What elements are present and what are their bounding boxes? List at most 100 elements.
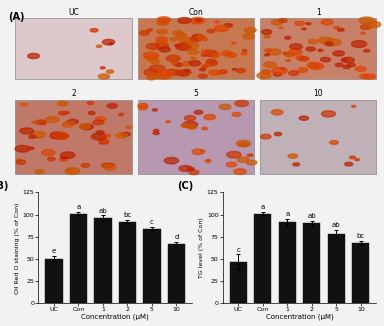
Circle shape — [361, 25, 371, 29]
Circle shape — [116, 133, 127, 138]
Text: d: d — [174, 234, 179, 240]
Circle shape — [29, 135, 36, 138]
Circle shape — [189, 61, 201, 66]
Circle shape — [146, 43, 160, 50]
Circle shape — [334, 26, 339, 29]
Text: a: a — [76, 204, 81, 210]
Circle shape — [204, 51, 217, 56]
Circle shape — [170, 37, 178, 41]
Text: 10: 10 — [313, 89, 323, 98]
Circle shape — [96, 131, 104, 134]
Circle shape — [188, 125, 197, 129]
Circle shape — [173, 31, 183, 35]
Bar — [15, 100, 132, 174]
Circle shape — [149, 65, 165, 72]
Circle shape — [234, 169, 246, 174]
Circle shape — [16, 159, 22, 161]
Circle shape — [285, 37, 291, 39]
Bar — [352, 243, 369, 303]
Circle shape — [348, 63, 355, 67]
Circle shape — [302, 28, 306, 30]
Circle shape — [188, 50, 199, 54]
Circle shape — [184, 115, 195, 121]
Text: c: c — [150, 219, 154, 225]
Circle shape — [166, 121, 170, 123]
Circle shape — [325, 42, 333, 46]
Circle shape — [62, 122, 74, 127]
Circle shape — [268, 49, 281, 55]
Circle shape — [361, 32, 366, 34]
Circle shape — [306, 47, 315, 51]
Circle shape — [261, 134, 271, 139]
Circle shape — [143, 52, 159, 59]
Circle shape — [150, 59, 159, 64]
Circle shape — [359, 17, 374, 24]
Circle shape — [263, 62, 276, 67]
Circle shape — [274, 132, 282, 136]
Circle shape — [218, 70, 227, 74]
Circle shape — [197, 35, 205, 39]
Circle shape — [60, 157, 68, 161]
Circle shape — [237, 157, 249, 162]
Circle shape — [161, 19, 169, 22]
X-axis label: Concentration (μM): Concentration (μM) — [81, 314, 149, 320]
Circle shape — [279, 27, 283, 29]
Circle shape — [119, 113, 124, 116]
Circle shape — [28, 53, 40, 59]
Circle shape — [286, 60, 290, 62]
Circle shape — [343, 65, 351, 68]
Circle shape — [352, 105, 356, 107]
Text: ab: ab — [308, 213, 316, 219]
Circle shape — [66, 169, 74, 172]
Circle shape — [272, 67, 287, 74]
Circle shape — [262, 30, 272, 34]
Circle shape — [54, 133, 69, 139]
Bar — [168, 244, 185, 303]
Circle shape — [164, 157, 179, 164]
Circle shape — [50, 132, 65, 139]
Circle shape — [184, 69, 190, 72]
Circle shape — [301, 58, 307, 61]
Circle shape — [31, 131, 46, 138]
Circle shape — [205, 160, 211, 162]
Bar — [279, 222, 296, 303]
Circle shape — [139, 106, 147, 110]
Circle shape — [175, 63, 183, 67]
Circle shape — [289, 49, 302, 55]
Circle shape — [202, 38, 207, 41]
Bar — [70, 214, 87, 303]
Circle shape — [107, 104, 117, 108]
Circle shape — [201, 54, 207, 56]
Circle shape — [106, 70, 114, 73]
Circle shape — [327, 39, 341, 46]
Circle shape — [81, 163, 89, 167]
Circle shape — [201, 150, 205, 152]
Circle shape — [265, 49, 271, 52]
Bar — [260, 19, 376, 79]
Circle shape — [177, 44, 189, 50]
Circle shape — [48, 157, 55, 161]
Circle shape — [349, 156, 355, 159]
Circle shape — [179, 37, 192, 43]
Text: c: c — [236, 247, 240, 253]
Circle shape — [321, 111, 336, 117]
Circle shape — [355, 159, 359, 161]
X-axis label: Concentration (μM): Concentration (μM) — [266, 314, 333, 320]
Circle shape — [175, 33, 187, 38]
Text: Con: Con — [189, 8, 203, 17]
Circle shape — [91, 133, 107, 140]
Circle shape — [192, 149, 204, 155]
Circle shape — [257, 72, 271, 79]
Circle shape — [318, 49, 323, 52]
Circle shape — [318, 37, 333, 43]
Circle shape — [235, 100, 248, 107]
Circle shape — [345, 162, 353, 166]
Text: a: a — [261, 204, 265, 210]
Circle shape — [283, 52, 288, 54]
Circle shape — [204, 114, 216, 120]
Circle shape — [20, 128, 33, 134]
Circle shape — [88, 111, 95, 114]
Circle shape — [139, 31, 149, 35]
Circle shape — [281, 68, 285, 70]
Circle shape — [101, 163, 113, 168]
